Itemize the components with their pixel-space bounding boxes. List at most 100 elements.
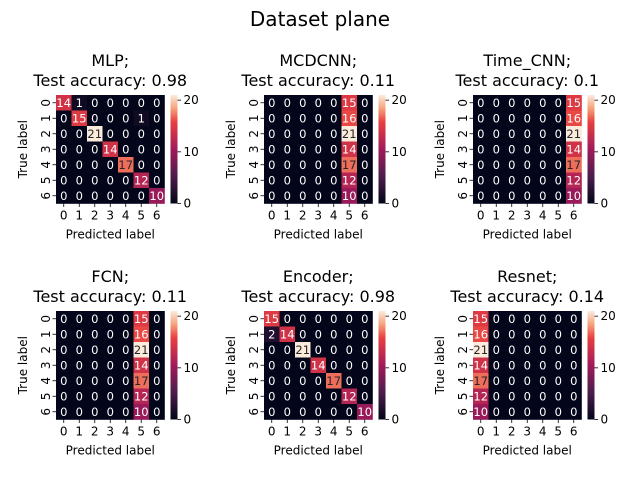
cell-value-label: 0: [76, 142, 83, 156]
heatmap-cell: [56, 326, 72, 343]
cell-value-label: 0: [284, 312, 291, 326]
heatmap-cell: [566, 326, 582, 343]
heatmap-cell: [118, 188, 134, 204]
heatmap-cell: [473, 188, 489, 204]
x-axis-label: Predicted label: [483, 444, 572, 458]
cell-value-label: 10: [473, 405, 488, 419]
heatmap-cell: [279, 326, 296, 343]
cell-value-label: 0: [107, 374, 114, 388]
cell-value-label: 0: [315, 142, 322, 156]
cell-value-label: 0: [570, 405, 577, 419]
heatmap-cell: [550, 126, 567, 142]
cell-value-label: 0: [539, 111, 546, 125]
cell-value-label: 0: [122, 142, 129, 156]
panel-title-accuracy: Test accuracy: 0.11: [32, 287, 187, 306]
heatmap-cell: [535, 172, 551, 189]
cell-value-label: 16: [342, 111, 357, 125]
cell-value-label: 14: [56, 96, 71, 110]
x-tick-label: 4: [122, 209, 130, 223]
heatmap-cell: [118, 311, 134, 327]
heatmap-cell: [295, 404, 311, 420]
heatmap-cell: [550, 172, 567, 189]
cell-value-label: 0: [107, 312, 114, 326]
heatmap-cell: [56, 404, 72, 420]
cell-value-label: 17: [566, 158, 581, 172]
cell-value-label: 0: [268, 405, 275, 419]
heatmap-cell: [504, 126, 520, 142]
heatmap-cell: [488, 326, 505, 343]
heatmap-cell: [488, 357, 505, 374]
heatmap-cell: [56, 388, 72, 405]
heatmap-cell: [519, 126, 536, 142]
cell-value-label: 0: [539, 189, 546, 203]
cell-value-label: 0: [76, 374, 83, 388]
cell-value-label: 0: [91, 142, 98, 156]
cell-value-label: 0: [508, 374, 515, 388]
heatmap-cell: [341, 172, 358, 189]
cell-value-label: 0: [91, 343, 98, 357]
cell-value-label: 0: [555, 142, 562, 156]
cell-value-label: 0: [107, 127, 114, 141]
heatmap-cell: [279, 172, 296, 189]
heatmap-cell: [133, 126, 150, 142]
cell-value-label: 0: [493, 374, 500, 388]
heatmap-cell: [341, 404, 358, 420]
cell-value-label: 21: [87, 127, 102, 141]
cell-value-label: 0: [284, 389, 291, 403]
heatmap-cell: [473, 311, 489, 327]
heatmap-cell: [473, 357, 489, 374]
colorbar-tick-label: 10: [392, 361, 407, 375]
colorbar-tick-label: 0: [601, 413, 609, 427]
x-tick-label: 1: [492, 209, 500, 223]
heatmap-cell: [279, 188, 296, 204]
heatmap-cell: [149, 172, 165, 189]
heatmap-cell: [56, 126, 72, 142]
heatmap-cell: [149, 342, 165, 358]
cell-value-label: 0: [122, 127, 129, 141]
cell-value-label: 0: [346, 358, 353, 372]
heatmap-cell: [295, 373, 311, 389]
cell-value-label: 0: [524, 343, 531, 357]
heatmap-cell: [535, 311, 551, 327]
heatmap-cell: [566, 311, 582, 327]
heatmap-cell: [102, 373, 119, 389]
heatmap-cell: [550, 188, 567, 204]
heatmap-cell: [56, 141, 72, 158]
cell-value-label: 0: [284, 142, 291, 156]
heatmap-cell: [341, 126, 358, 142]
x-tick-label: 6: [361, 209, 369, 223]
cell-value-label: 0: [138, 96, 145, 110]
cell-value-label: 0: [555, 312, 562, 326]
cell-value-label: 0: [508, 189, 515, 203]
cell-value-label: 0: [107, 173, 114, 187]
x-tick-label: 2: [91, 209, 99, 223]
y-tick-label: 4: [456, 161, 470, 169]
heatmap-cell: [71, 172, 88, 189]
heatmap-cell: [357, 157, 373, 173]
cell-value-label: 0: [153, 173, 160, 187]
y-axis-label: True label: [433, 120, 447, 179]
cell-value-label: 15: [134, 312, 149, 326]
cell-value-label: 0: [91, 173, 98, 187]
heatmap-cell: [535, 141, 551, 158]
cell-value-label: 0: [524, 358, 531, 372]
cell-value-label: 0: [76, 127, 83, 141]
y-tick-label: 5: [456, 176, 470, 184]
y-tick-label: 1: [39, 330, 53, 338]
heatmap-cell: [326, 404, 342, 420]
cell-value-label: 0: [299, 96, 306, 110]
heatmap-cell: [264, 388, 280, 405]
cell-value-label: 0: [299, 189, 306, 203]
heatmap-cell: [473, 126, 489, 142]
cell-value-label: 0: [346, 374, 353, 388]
y-tick-label: 6: [39, 408, 53, 416]
x-tick-label: 3: [314, 209, 322, 223]
cell-value-label: 0: [122, 405, 129, 419]
colorbar-tick-label: 20: [601, 93, 616, 107]
heatmap-cell: [488, 95, 505, 111]
cell-value-label: 0: [493, 111, 500, 125]
heatmap-cell: [473, 110, 489, 127]
heatmap-cell: [488, 110, 505, 127]
heatmap-cell: [519, 311, 536, 327]
cell-value-label: 0: [153, 312, 160, 326]
